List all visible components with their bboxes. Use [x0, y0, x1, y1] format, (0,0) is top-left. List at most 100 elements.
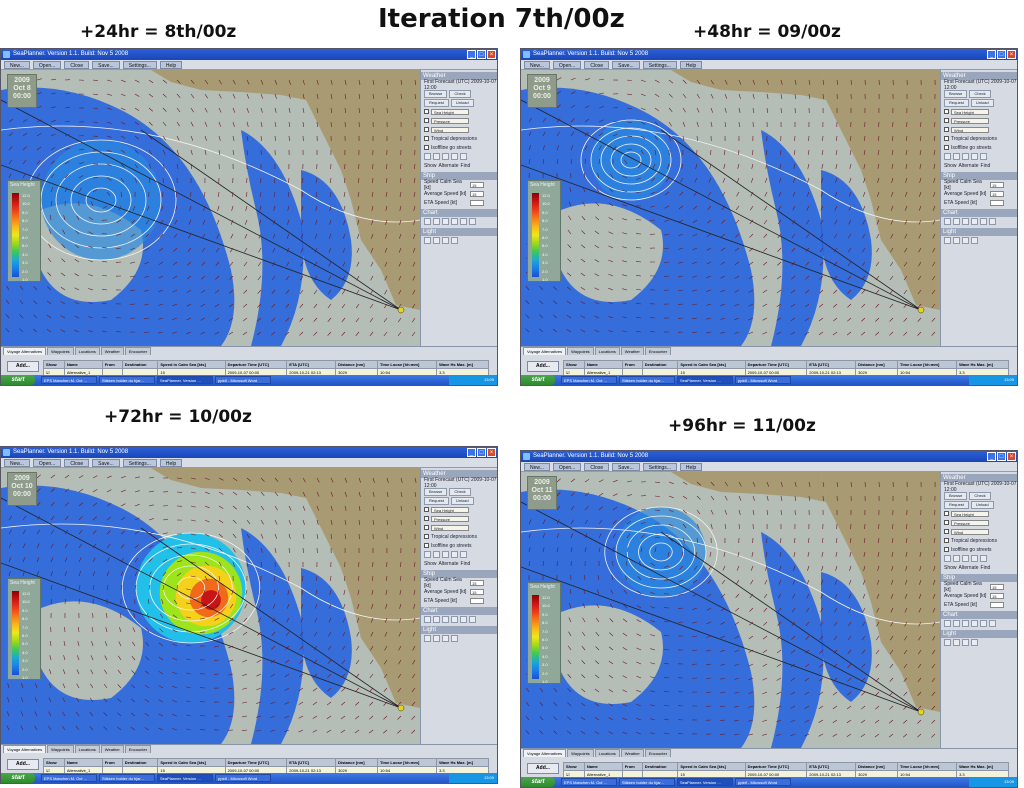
radio-option[interactable]: Alternate	[959, 163, 979, 169]
light-icon[interactable]	[944, 237, 951, 244]
layer-select[interactable]: Sea Height	[431, 109, 469, 115]
left-icon[interactable]	[460, 218, 467, 225]
table-header[interactable]: From	[102, 759, 122, 767]
toolbar-button[interactable]: Close	[584, 463, 609, 471]
pan-icon[interactable]	[962, 218, 969, 225]
fit-icon[interactable]	[971, 620, 978, 627]
table-header[interactable]: Departure Time [UTC]	[225, 759, 287, 767]
option-checkbox[interactable]	[424, 136, 429, 141]
table-header[interactable]: Departure Time [UTC]	[225, 361, 287, 369]
table-header[interactable]: Departure Time [UTC]	[745, 763, 807, 771]
table-header[interactable]: Distance [nm]	[336, 759, 378, 767]
play-icon[interactable]	[962, 153, 969, 160]
right-icon[interactable]	[469, 218, 476, 225]
layer-select[interactable]: Wind	[951, 529, 989, 535]
play-icon[interactable]	[962, 555, 969, 562]
start-button[interactable]: start	[521, 375, 555, 385]
maximize-icon[interactable]: □	[477, 50, 486, 59]
taskbar-item[interactable]: Stikken holder du hjar...	[99, 376, 155, 384]
taskbar-item[interactable]: pptdf - Microsoft Word	[215, 376, 271, 384]
tab[interactable]: Waypoints	[47, 745, 74, 753]
ship-field-input[interactable]: 15	[470, 580, 484, 586]
rewind-icon[interactable]	[424, 551, 431, 558]
export-icon[interactable]	[451, 237, 458, 244]
table-header[interactable]: Destination	[642, 763, 678, 771]
table-header[interactable]: Wave Hs Max. [m]	[437, 759, 489, 767]
unload-button[interactable]: Unload	[971, 501, 994, 509]
fast-forward-icon[interactable]	[460, 551, 467, 558]
unload-button[interactable]: Unload	[451, 99, 474, 107]
radio-option[interactable]: Show	[944, 163, 957, 169]
request-button[interactable]: Request	[424, 497, 449, 505]
step-forward-icon[interactable]	[971, 555, 978, 562]
layer-checkbox[interactable]	[944, 127, 949, 132]
ship-field-input[interactable]: 15	[470, 191, 484, 197]
toolbar-button[interactable]: Close	[64, 61, 89, 69]
toolbar-button[interactable]: Save...	[612, 463, 640, 471]
table-header[interactable]: Speed in Calm Sea [kts]	[158, 361, 225, 369]
step-back-icon[interactable]	[433, 153, 440, 160]
tab[interactable]: Waypoints	[567, 749, 594, 757]
zoom-in-icon[interactable]	[944, 218, 951, 225]
unload-button[interactable]: Unload	[971, 99, 994, 107]
check-button[interactable]: Check	[449, 90, 470, 98]
minimize-icon[interactable]: _	[467, 50, 476, 59]
tab[interactable]: Encounter	[125, 347, 151, 355]
radio-option[interactable]: Find	[461, 163, 471, 169]
table-header[interactable]: Speed in Calm Sea [kts]	[158, 759, 225, 767]
add-button[interactable]: Add...	[7, 361, 39, 372]
ship-field-input[interactable]: 15	[990, 182, 1004, 188]
table-header[interactable]: Name	[64, 361, 102, 369]
toolbar-button[interactable]: Open...	[33, 459, 61, 467]
layer-checkbox[interactable]	[424, 127, 429, 132]
table-header[interactable]: Name	[64, 759, 102, 767]
toolbar-button[interactable]: Close	[64, 459, 89, 467]
toolbar-button[interactable]: Help	[160, 61, 182, 69]
layer-checkbox[interactable]	[424, 525, 429, 530]
layer-checkbox[interactable]	[424, 118, 429, 123]
layer-checkbox[interactable]	[944, 511, 949, 516]
toolbar-button[interactable]: Help	[680, 61, 702, 69]
zoom-in-icon[interactable]	[424, 616, 431, 623]
table-header[interactable]: Show	[564, 361, 585, 369]
table-header[interactable]: Distance [nm]	[336, 361, 378, 369]
taskbar-item[interactable]: EPS Manchen M. Oct ...	[561, 778, 617, 786]
toolbar-button[interactable]: Save...	[612, 61, 640, 69]
zoom-out-icon[interactable]	[433, 218, 440, 225]
tab[interactable]: Weather	[621, 749, 644, 757]
ship-field-input[interactable]	[990, 602, 1004, 608]
browse-button[interactable]: Browse	[424, 488, 447, 496]
toolbar-button[interactable]: New...	[4, 459, 30, 467]
light-icon[interactable]	[424, 237, 431, 244]
zoom-out-icon[interactable]	[953, 218, 960, 225]
fast-forward-icon[interactable]	[980, 555, 987, 562]
taskbar-item[interactable]: pptdf - Microsoft Word	[735, 376, 791, 384]
toolbar-button[interactable]: New...	[4, 61, 30, 69]
toolbar-button[interactable]: Save...	[92, 61, 120, 69]
toolbar-button[interactable]: Settings...	[123, 61, 157, 69]
close-icon[interactable]: ×	[1007, 452, 1016, 461]
ship-field-input[interactable]	[990, 200, 1004, 206]
step-forward-icon[interactable]	[451, 551, 458, 558]
option-checkbox[interactable]	[944, 136, 949, 141]
radio-option[interactable]: Alternate	[959, 565, 979, 571]
tab[interactable]: Locations	[595, 749, 620, 757]
maximize-icon[interactable]: □	[477, 448, 486, 457]
add-button[interactable]: Add...	[7, 759, 39, 770]
check-button[interactable]: Check	[449, 488, 470, 496]
browse-button[interactable]: Browse	[944, 492, 967, 500]
zoom-out-icon[interactable]	[433, 616, 440, 623]
layer-select[interactable]: Pressure	[951, 520, 989, 526]
window-titlebar[interactable]: SeaPlanner. Version 1.1. Build: Nov 5 20…	[1, 49, 497, 60]
print-icon[interactable]	[442, 237, 449, 244]
pan-icon[interactable]	[962, 620, 969, 627]
toolbar-button[interactable]: Close	[584, 61, 609, 69]
fit-icon[interactable]	[971, 218, 978, 225]
table-header[interactable]: Time Loose [hh:mm]	[378, 759, 437, 767]
add-button[interactable]: Add...	[527, 361, 559, 372]
window-titlebar[interactable]: SeaPlanner. Version 1.1. Build: Nov 5 20…	[521, 49, 1017, 60]
toolbar-button[interactable]: New...	[524, 61, 550, 69]
request-button[interactable]: Request	[944, 501, 969, 509]
radio-option[interactable]: Show	[424, 163, 437, 169]
